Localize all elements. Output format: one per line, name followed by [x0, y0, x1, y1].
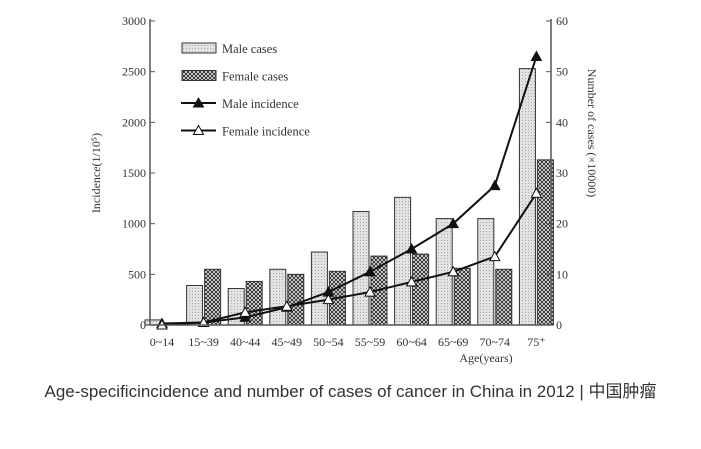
legend-marker — [192, 96, 205, 108]
marker-female-incidence — [197, 316, 210, 327]
y-tick-label: 2500 — [122, 65, 146, 79]
marker-female-incidence — [447, 265, 460, 277]
legend-label: Male incidence — [222, 97, 299, 111]
y2-tick-label: 20 — [556, 217, 568, 231]
y-tick-label: 1500 — [122, 166, 146, 180]
bar-male-cases — [477, 218, 495, 326]
x-tick-label: 0~14 — [150, 335, 175, 349]
x-tick-label: 60~64 — [396, 335, 427, 349]
marker-male-incidence — [239, 311, 252, 322]
bar-female-cases — [495, 268, 513, 326]
y-axis-label: Incidence(1/10⁵) — [89, 133, 103, 213]
x-tick-label: 75⁺ — [527, 335, 545, 349]
y2-axis-label: Number of cases (×10000) — [585, 69, 599, 197]
bar-male-cases — [310, 251, 328, 326]
y-tick-label: 1000 — [122, 217, 146, 231]
marker-male-incidence — [530, 50, 543, 61]
marker-female-incidence — [488, 250, 501, 262]
line-male-incidence — [161, 56, 538, 325]
legend-swatch — [181, 70, 217, 81]
bar-female-cases — [204, 268, 222, 326]
x-tick-label: 70~74 — [480, 335, 511, 349]
x-tick-label: 45~49 — [272, 335, 303, 349]
marker-female-incidence — [322, 293, 335, 305]
marker-female-incidence — [530, 187, 543, 198]
marker-female-incidence — [405, 275, 418, 287]
bar-female-cases — [453, 267, 471, 326]
y-tick-label: 500 — [128, 267, 146, 281]
marker-male-incidence — [447, 217, 460, 229]
bar-female-cases — [287, 273, 305, 326]
x-tick-label: 65~69 — [438, 335, 469, 349]
chart: 0 500 1000 1500 2000 2500 3000 0 10 20 30 40 50 60 0~1… — [89, 14, 599, 365]
y2-tick-label: 10 — [556, 267, 568, 281]
marker-male-incidence — [364, 265, 376, 277]
figure-caption: Age-specificincidence and number of case… — [44, 382, 657, 401]
x-tick-label: 15~39 — [188, 335, 219, 349]
y-tick-label: 3000 — [122, 14, 146, 28]
x-tick-label: 50~54 — [313, 335, 344, 349]
y2-tick-label: 40 — [556, 115, 568, 129]
line-female-incidence — [161, 192, 538, 326]
y-tick-label: 2000 — [122, 115, 146, 129]
bar-female-cases — [412, 253, 430, 326]
bar-male-cases — [352, 211, 370, 326]
x-tick-label: 40~44 — [230, 335, 261, 349]
legend-marker — [192, 124, 205, 135]
marker-male-incidence — [405, 242, 418, 254]
y-tick-label: 0 — [140, 318, 146, 332]
bar-male-cases — [186, 284, 204, 326]
marker-female-incidence — [280, 300, 293, 311]
marker-female-incidence — [239, 306, 252, 317]
y2-tick-label: 0 — [556, 318, 562, 332]
marker-male-incidence — [488, 179, 501, 191]
y2-tick-label: 60 — [556, 14, 568, 28]
bar-male-cases — [394, 196, 412, 326]
legend-label: Male cases — [222, 42, 277, 56]
x-axis-label: Age(years) — [459, 351, 512, 365]
legend-label: Female cases — [222, 70, 288, 84]
bar-male-cases — [269, 268, 287, 326]
legend-label: Female incidence — [222, 125, 310, 139]
x-tick-label: 55~59 — [355, 335, 386, 349]
y2-tick-label: 50 — [556, 65, 568, 79]
marker-female-incidence — [364, 286, 376, 297]
y2-tick-label: 30 — [556, 166, 568, 180]
legend-swatch — [181, 42, 217, 54]
